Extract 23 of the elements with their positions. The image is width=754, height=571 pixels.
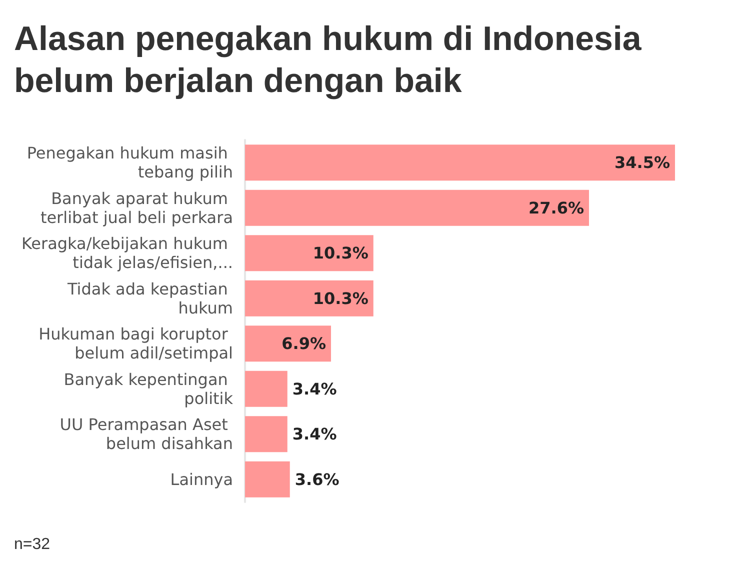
y-tick-label: Keragka/kebijakan hukum tidak jelas/efisien,...	[21, 234, 233, 272]
y-tick-label: Banyak kepentingan politik	[64, 370, 234, 408]
data-label: 27.6%	[528, 198, 584, 218]
text: n=32	[14, 536, 50, 554]
y-tick-label: Penegakan hukum masih tebang pilih	[26, 144, 233, 182]
bar	[245, 144, 675, 181]
y-tick-label: Hukuman bagi koruptor belum adil/setimpal	[38, 324, 233, 363]
data-label: 10.3%	[312, 288, 368, 308]
data-label: 6.9%	[282, 334, 326, 354]
data-label: 3.4%	[292, 379, 337, 398]
bar	[245, 416, 288, 452]
chart-title: Alasan penegakan hukum di Indonesia belum berjalan dengan baik	[14, 19, 642, 102]
data-label: 10.3%	[312, 244, 368, 263]
y-tick-label: Tidak ada kepastian hukum	[66, 279, 233, 318]
bar	[245, 370, 288, 407]
data-label: 3.6%	[294, 470, 340, 489]
bar	[245, 190, 589, 226]
data-label: 34.5%	[614, 153, 670, 172]
y-tick-label: UU Perampasan Aset belum disahkan	[60, 415, 233, 454]
data-label: 3.4%	[292, 424, 337, 444]
y-tick-label: Lainnya	[170, 470, 233, 489]
y-tick-label: Banyak aparat hukum terlibat jual beli perkara	[40, 188, 233, 227]
bar	[245, 461, 290, 498]
